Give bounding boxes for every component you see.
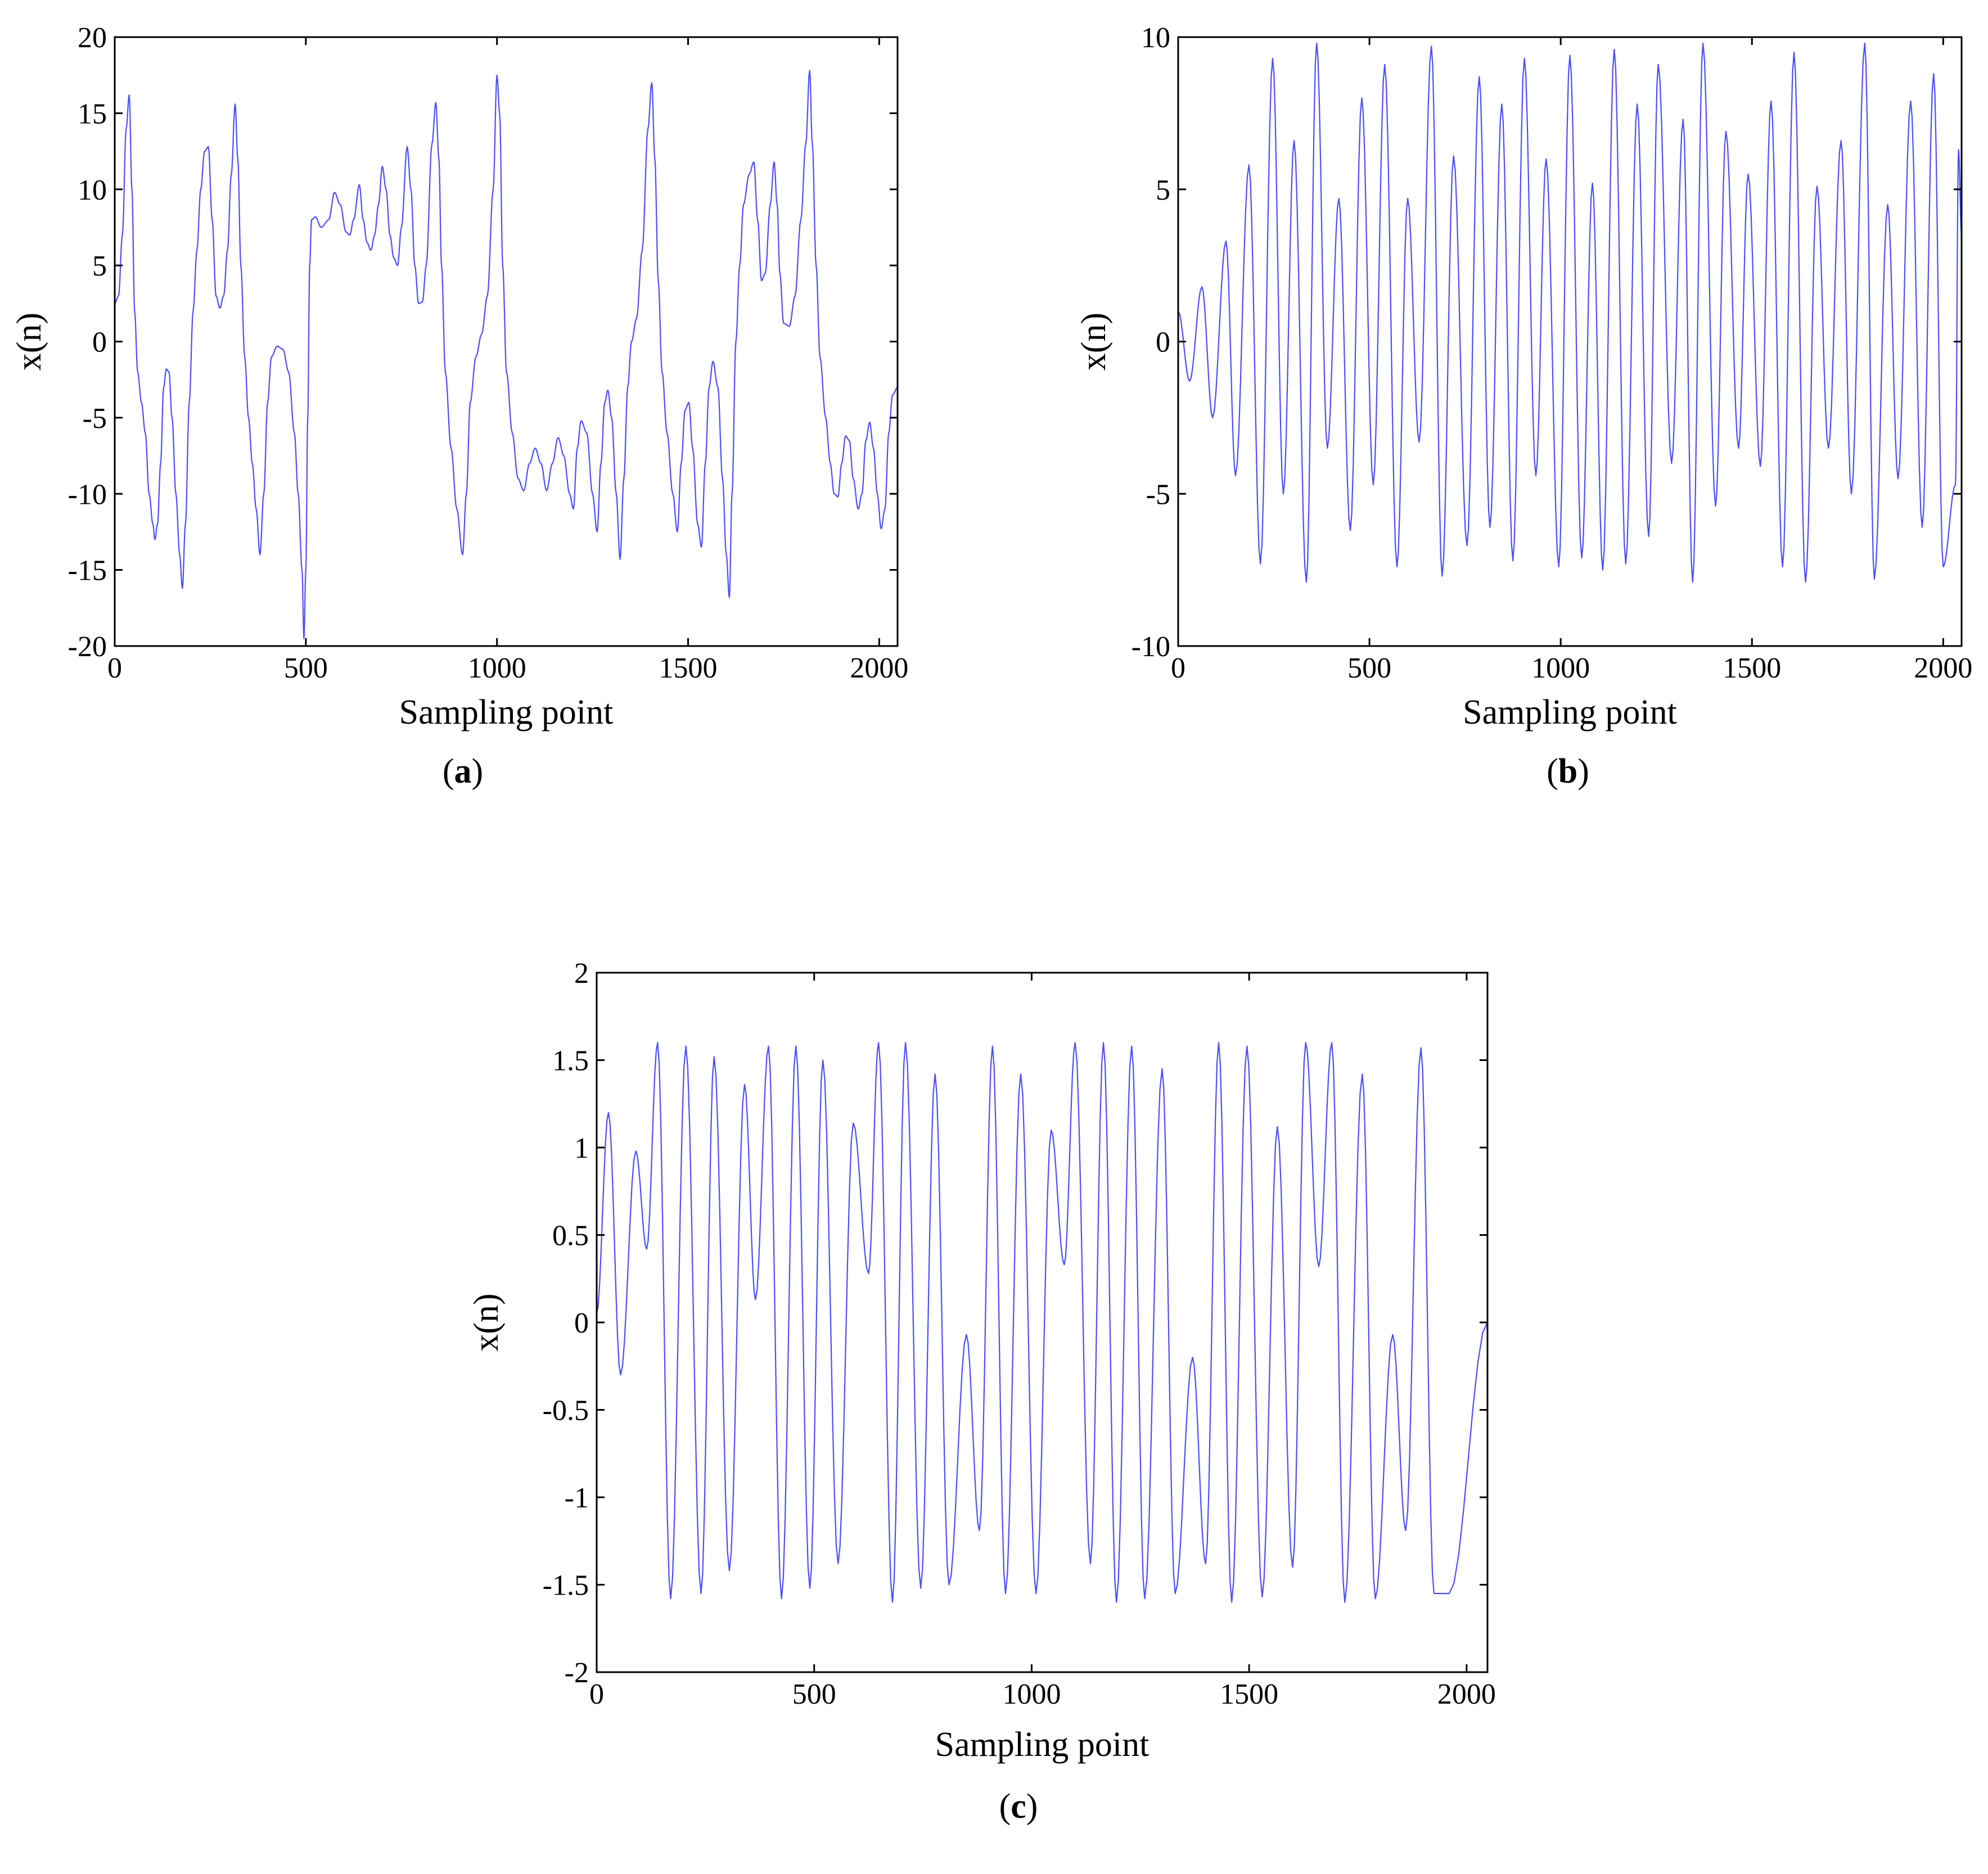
panel-a-ytick-label: -15 xyxy=(68,555,107,587)
panel-c-xtick-label: 1500 xyxy=(1220,1678,1278,1710)
panel-b-ylabel: x(n) xyxy=(1075,313,1113,371)
panel-c-caption: (c) xyxy=(999,1787,1038,1826)
panel-b-ytick-label: 0 xyxy=(1156,327,1170,359)
panel-c-ytick-label: -2 xyxy=(565,1657,589,1689)
panel-b-xtick-label: 2000 xyxy=(1914,652,1972,684)
panel-c-series-line xyxy=(597,1042,1487,1603)
panel-b-chart: 0 500 1000 1500 2000 -10 -5 0 5 10 Sampling point x… xyxy=(1075,22,1972,791)
panel-a-xtick-label: 500 xyxy=(284,652,328,684)
panel-b-xtick-label: 1000 xyxy=(1531,652,1590,684)
panel-c-ytick-label: 2 xyxy=(574,958,589,990)
panel-a-ytick-label: 20 xyxy=(78,22,107,54)
panel-a-ytick-label: 0 xyxy=(92,327,107,359)
panel-b-series-line xyxy=(1178,42,1962,583)
panel-c-ytick-label: 0 xyxy=(574,1307,589,1339)
panel-c-xlabel: Sampling point xyxy=(935,1726,1149,1764)
panel-c-ylabel: x(n) xyxy=(467,1293,506,1351)
panel-a-series-line xyxy=(115,70,898,639)
panel-b-ytick-label: -5 xyxy=(1146,478,1170,511)
panel-c-ytick-label: 1 xyxy=(574,1132,589,1164)
panel-a-xtick-label: 1500 xyxy=(659,652,718,684)
panel-c-xtick-label: 1000 xyxy=(1002,1678,1061,1710)
panel-c-ytick-label: -1 xyxy=(565,1482,589,1514)
panel-a-ytick-label: 10 xyxy=(78,174,107,206)
panel-a-xtick-label: 1000 xyxy=(468,652,526,684)
panel-a-ylabel: x(n) xyxy=(10,313,48,371)
panel-c-ytick-label: -0.5 xyxy=(543,1395,589,1427)
panel-a-xtick-label: 2000 xyxy=(850,652,908,684)
panel-a-xlabel: Sampling point xyxy=(399,693,614,731)
panel-a-xtick-label: 0 xyxy=(107,652,122,684)
panel-c-chart: 0 500 1000 1500 2000 -2 -1.5 -1 -0.5 0 0.5 1 1.5 2 Sam… xyxy=(467,958,1496,1826)
panel-b-caption: (b) xyxy=(1547,752,1589,791)
panel-c-ytick-label: 0.5 xyxy=(552,1220,589,1252)
panel-b-ytick-label: -10 xyxy=(1132,631,1170,663)
panel-b-ytick-label: 5 xyxy=(1156,174,1170,206)
panel-a-ytick-label: -10 xyxy=(68,478,107,511)
panel-a-ytick-label: 15 xyxy=(78,98,107,130)
panel-b-ytick-label: 10 xyxy=(1141,22,1170,54)
panel-a-ytick-label: -5 xyxy=(83,403,107,435)
panel-a-ytick-label: -20 xyxy=(68,631,107,663)
panel-b-xtick-label: 500 xyxy=(1347,652,1391,684)
panel-b-xtick-label: 0 xyxy=(1171,652,1185,684)
panel-a-ytick-label: 5 xyxy=(92,250,107,282)
panel-b-xtick-label: 1500 xyxy=(1723,652,1781,684)
panel-c-xtick-label: 500 xyxy=(792,1678,836,1710)
panel-c-xtick-label: 0 xyxy=(589,1678,604,1710)
panel-a-chart: 0 500 1000 1500 2000 -20 -15 -10 -5 0 5 10 15 20 Sampl… xyxy=(10,22,908,791)
panel-b-xlabel: Sampling point xyxy=(1463,693,1677,731)
panel-c-ytick-label: -1.5 xyxy=(543,1570,589,1602)
panel-a-caption: (a) xyxy=(443,752,483,791)
panel-c-ytick-label: 1.5 xyxy=(552,1045,589,1077)
panel-c-xtick-label: 2000 xyxy=(1437,1678,1496,1710)
